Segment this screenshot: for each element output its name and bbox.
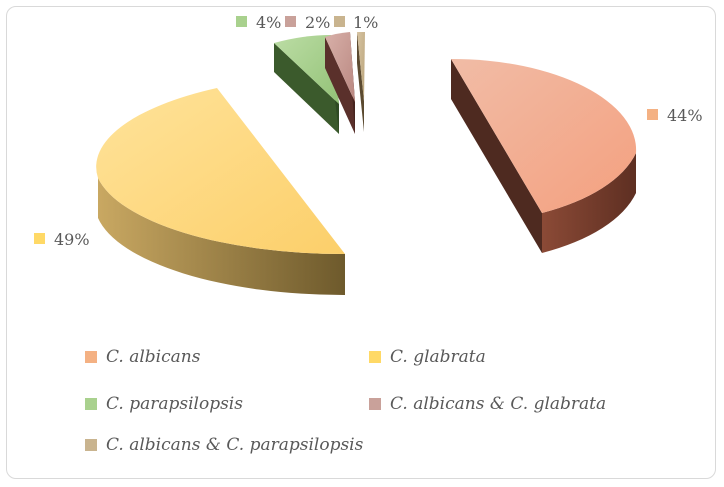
legend-swatch	[85, 351, 97, 363]
legend-swatch	[85, 439, 97, 451]
slice-c-parapsilopsis-top	[274, 35, 339, 104]
data-label-text: 49%	[54, 230, 90, 249]
slice-c-albicans-parapsilopsis[interactable]	[357, 32, 365, 132]
data-label-c-albicans-glabrata: 2%	[285, 13, 330, 32]
data-label-swatch	[34, 233, 45, 244]
legend-label: C. albicans & C. glabrata	[390, 394, 607, 414]
slice-c-glabrata[interactable]	[96, 88, 345, 296]
data-label-swatch	[647, 109, 658, 120]
legend-swatch	[369, 398, 381, 410]
data-label-swatch	[285, 16, 296, 27]
legend-swatch	[369, 351, 381, 363]
slice-c-albicans-parapsilopsis-side	[357, 32, 364, 132]
data-label-text: 1%	[353, 13, 378, 32]
slice-c-albicans-glabrata-top	[325, 32, 355, 102]
data-label-text: 4%	[256, 13, 281, 32]
slice-c-glabrata-rim	[98, 178, 345, 296]
legend-item-c-albicans-parapsilopsis[interactable]: C. albicans & C. parapsilopsis	[85, 435, 363, 455]
slice-c-albicans-rim	[542, 153, 636, 253]
slice-c-glabrata-top	[96, 88, 345, 255]
slice-c-albicans-side	[451, 59, 542, 253]
data-label-text: 2%	[305, 13, 330, 32]
legend-swatch	[85, 398, 97, 410]
legend-label: C. glabrata	[390, 347, 486, 367]
data-label-c-albicans: 44%	[647, 106, 703, 125]
data-label-swatch	[236, 16, 247, 27]
slice-c-albicans-top	[451, 58, 637, 213]
data-label-text: 44%	[667, 106, 703, 125]
slice-c-albicans-glabrata[interactable]	[325, 32, 355, 134]
slice-c-parapsilopsis-side	[274, 43, 339, 134]
data-label-swatch	[334, 16, 345, 27]
slice-c-albicans[interactable]	[451, 58, 637, 253]
legend-item-c-albicans[interactable]: C. albicans	[85, 347, 200, 367]
legend-label: C. albicans	[106, 347, 201, 367]
legend-item-c-parapsilopsis[interactable]: C. parapsilopsis	[85, 394, 243, 414]
legend-label: C. parapsilopsis	[106, 394, 243, 414]
slice-c-albicans-parapsilopsis-top	[357, 32, 365, 101]
legend-item-c-glabrata[interactable]: C. glabrata	[369, 347, 486, 367]
slice-c-albicans-glabrata-side	[325, 37, 355, 134]
legend-item-c-albicans-glabrata[interactable]: C. albicans & C. glabrata	[369, 394, 606, 414]
legend-label: C. albicans & C. parapsilopsis	[106, 435, 364, 455]
data-label-c-albicans-parapsilopsis: 1%	[334, 13, 378, 32]
data-label-c-parapsilopsis: 4%	[236, 13, 281, 32]
data-label-c-glabrata: 49%	[34, 230, 90, 249]
